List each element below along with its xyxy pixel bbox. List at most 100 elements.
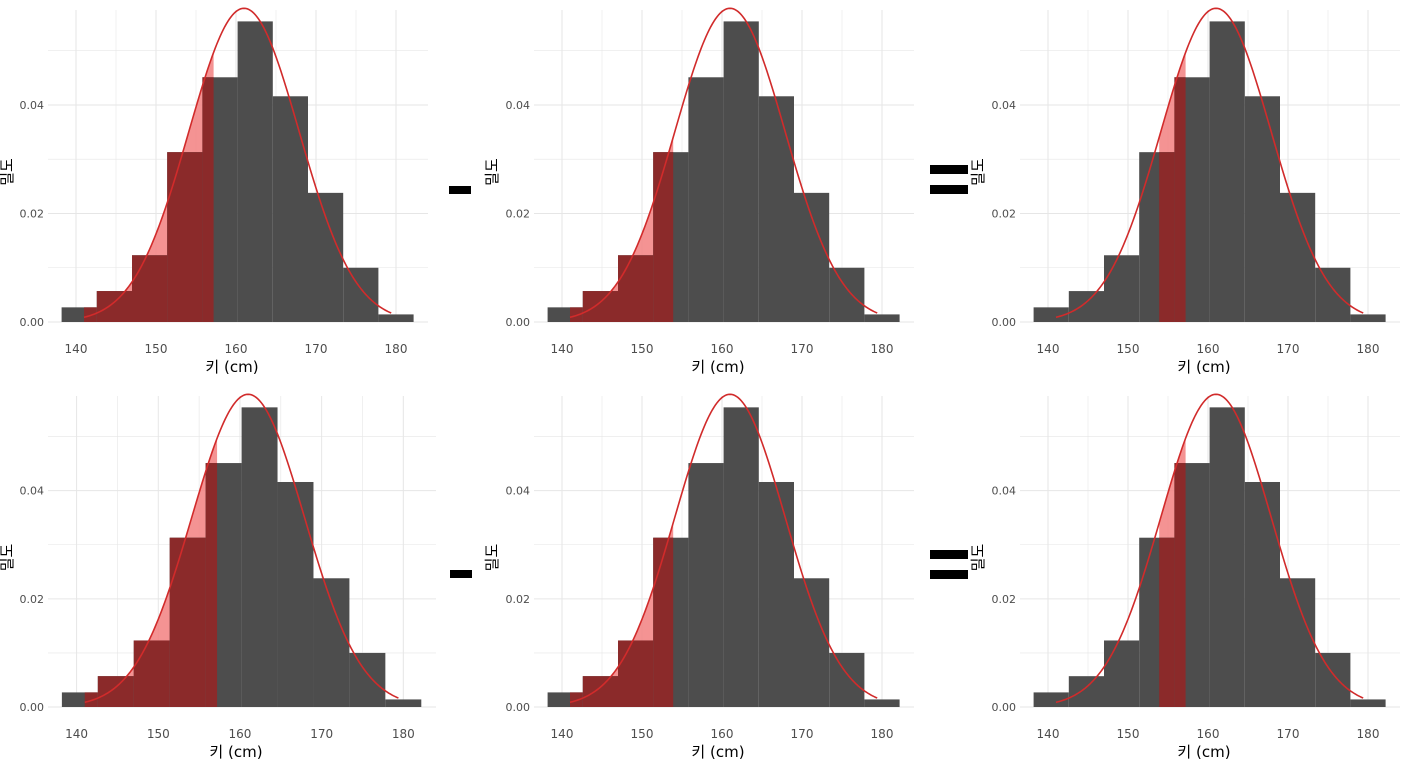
equals-bar-upper bbox=[930, 165, 968, 174]
histogram-bar bbox=[272, 96, 308, 322]
histogram-bar bbox=[723, 21, 759, 323]
histogram-bar-shaded bbox=[97, 676, 134, 707]
histogram-bar bbox=[794, 192, 830, 322]
histogram-bar-shaded bbox=[1159, 537, 1175, 707]
x-axis-title: 키 (cm) bbox=[209, 743, 262, 761]
histogram-bar-shaded bbox=[1174, 77, 1186, 322]
histogram-bar bbox=[688, 463, 724, 707]
y-tick-label: 0.02 bbox=[20, 207, 45, 220]
histogram-bar bbox=[241, 407, 278, 707]
y-axis-title: 밀도 bbox=[969, 158, 987, 186]
histogram-bar bbox=[1033, 692, 1069, 707]
x-tick-label: 150 bbox=[631, 727, 654, 741]
y-tick-label: 0.00 bbox=[992, 316, 1017, 329]
histogram-bar-shaded bbox=[582, 676, 618, 707]
histogram-bar bbox=[313, 578, 350, 707]
x-tick-label: 140 bbox=[1037, 342, 1060, 356]
histogram-bar bbox=[277, 481, 314, 707]
y-tick-label: 0.02 bbox=[992, 593, 1017, 606]
y-tick-label: 0.04 bbox=[992, 99, 1017, 112]
y-axis-title: 밀도 bbox=[483, 158, 501, 186]
x-tick-label: 150 bbox=[1117, 727, 1140, 741]
histogram-bar bbox=[1350, 699, 1386, 707]
y-tick-label: 0.02 bbox=[992, 207, 1017, 220]
histogram-bar bbox=[1104, 255, 1140, 322]
histogram-bar bbox=[1104, 640, 1140, 707]
panel-top-left: 0.00 0.02 0.04 140 150 160 170 180 키 (cm) 밀도 bbox=[0, 7, 428, 376]
x-tick-label: 170 bbox=[310, 727, 333, 741]
x-tick-label: 140 bbox=[1037, 727, 1060, 741]
x-axis-title: 키 (cm) bbox=[205, 358, 258, 376]
histogram-bar-shaded bbox=[167, 152, 203, 322]
x-tick-label: 160 bbox=[1197, 342, 1220, 356]
histogram-bar-shaded bbox=[205, 463, 218, 707]
panel-bottom-middle: 0.00 0.02 0.04 140 150 160 170 180 키 (cm) 밀도 bbox=[483, 393, 914, 761]
minus-bar bbox=[450, 570, 472, 578]
y-tick-label: 0.04 bbox=[506, 485, 531, 498]
histogram-bar bbox=[1315, 267, 1351, 322]
y-tick-label: 0.04 bbox=[506, 99, 531, 112]
histogram-bar-shaded bbox=[132, 255, 168, 322]
normal-density-curve bbox=[1055, 7, 1364, 319]
histogram-bar-shaded bbox=[618, 255, 654, 322]
histogram-bar bbox=[723, 407, 759, 707]
y-tick-label: 0.00 bbox=[992, 701, 1017, 714]
x-tick-label: 140 bbox=[65, 727, 88, 741]
x-tick-label: 170 bbox=[791, 727, 814, 741]
x-tick-label: 150 bbox=[1117, 342, 1140, 356]
histogram-bar bbox=[758, 481, 794, 707]
histogram-bar bbox=[1068, 291, 1104, 322]
histogram-bar bbox=[688, 77, 724, 322]
histogram-bar bbox=[343, 267, 379, 322]
x-tick-label: 140 bbox=[551, 727, 574, 741]
x-tick-label: 160 bbox=[1197, 727, 1220, 741]
x-tick-label: 170 bbox=[1277, 342, 1300, 356]
histogram-bar-shaded bbox=[133, 640, 170, 707]
histogram-bar bbox=[1244, 481, 1280, 707]
histogram-bar bbox=[829, 267, 865, 322]
equals-bar-upper bbox=[930, 550, 968, 559]
x-tick-label: 180 bbox=[1357, 342, 1380, 356]
histogram-bar bbox=[794, 578, 830, 707]
y-axis-title: 밀도 bbox=[0, 544, 16, 572]
histogram-bar bbox=[1350, 314, 1386, 322]
x-tick-label: 180 bbox=[1357, 727, 1380, 741]
y-axis-title: 밀도 bbox=[0, 158, 16, 186]
histogram-bar-shaded bbox=[653, 537, 674, 707]
minus-bar bbox=[449, 186, 471, 194]
equals-bar-lower bbox=[930, 570, 968, 579]
normal-density-curve bbox=[83, 7, 392, 319]
x-tick-label: 180 bbox=[871, 727, 894, 741]
histogram-bar bbox=[1209, 407, 1245, 707]
normal-density-curve bbox=[84, 393, 399, 704]
x-tick-label: 170 bbox=[305, 342, 328, 356]
histogram-bar bbox=[864, 699, 900, 707]
normal-density-curve bbox=[1055, 393, 1364, 704]
x-tick-label: 160 bbox=[711, 342, 734, 356]
x-tick-label: 170 bbox=[791, 342, 814, 356]
histogram-bar-shaded bbox=[1174, 463, 1186, 707]
x-tick-label: 160 bbox=[229, 727, 252, 741]
histogram-bar bbox=[1068, 676, 1104, 707]
histogram-bar bbox=[1280, 578, 1316, 707]
histogram-bar bbox=[829, 652, 865, 707]
x-tick-label: 150 bbox=[147, 727, 170, 741]
x-tick-label: 180 bbox=[871, 342, 894, 356]
x-tick-label: 140 bbox=[65, 342, 88, 356]
x-tick-label: 170 bbox=[1277, 727, 1300, 741]
histogram-bar bbox=[385, 699, 422, 707]
y-axis-title: 밀도 bbox=[483, 544, 501, 572]
panel-bottom-left: 0.00 0.02 0.04 140 150 160 170 180 키 (cm) 밀도 bbox=[0, 393, 436, 761]
histogram-bar bbox=[237, 21, 273, 323]
x-tick-label: 180 bbox=[392, 727, 415, 741]
y-tick-label: 0.04 bbox=[20, 485, 45, 498]
histogram-bar bbox=[1209, 21, 1245, 323]
x-tick-label: 150 bbox=[631, 342, 654, 356]
histogram-bar bbox=[1244, 96, 1280, 322]
y-axis-title: 밀도 bbox=[969, 544, 987, 572]
histogram-bar-shaded bbox=[96, 291, 132, 322]
normal-density-curve bbox=[569, 7, 878, 319]
x-tick-label: 160 bbox=[711, 727, 734, 741]
